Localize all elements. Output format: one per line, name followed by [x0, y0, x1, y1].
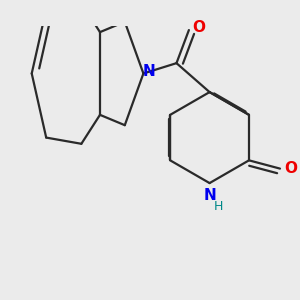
Text: N: N — [203, 188, 216, 203]
Text: N: N — [142, 64, 155, 79]
Text: H: H — [214, 200, 224, 213]
Text: O: O — [193, 20, 206, 35]
Text: O: O — [284, 161, 297, 176]
